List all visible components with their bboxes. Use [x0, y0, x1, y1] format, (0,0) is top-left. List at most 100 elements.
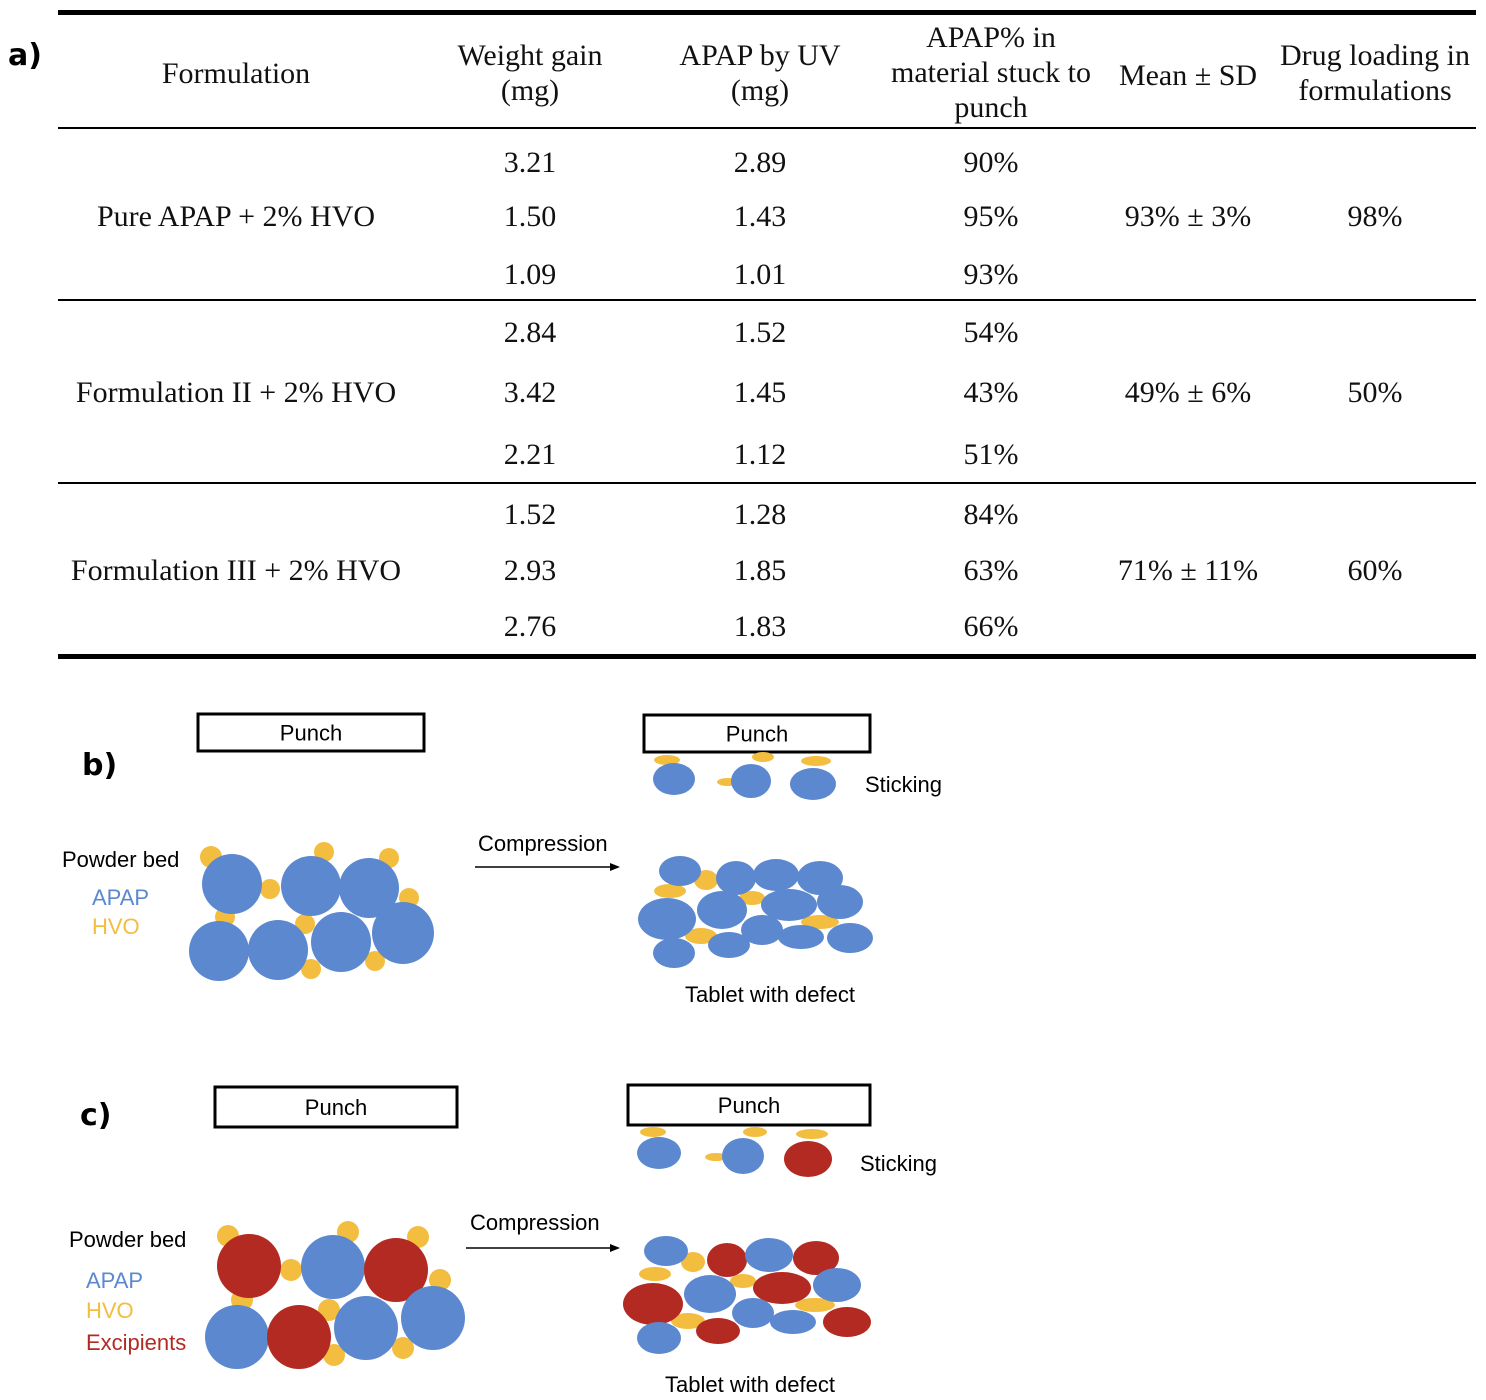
hvo-particle — [314, 842, 334, 862]
mean-sd-value: 71% ± 11% — [1117, 554, 1259, 587]
hvo-particle — [654, 884, 686, 898]
hvo-particle — [429, 1269, 451, 1291]
excipient-particle — [707, 1243, 747, 1277]
apap-particle — [732, 1298, 774, 1328]
apap-uv-value: 1.12 — [733, 438, 787, 471]
formulation-name: Pure APAP + 2% HVO — [96, 200, 376, 233]
apap-particle — [731, 764, 771, 798]
legend-hvo: HVO — [86, 1298, 134, 1323]
weight-gain-value: 1.52 — [503, 498, 557, 531]
hvo-particle — [743, 1127, 767, 1137]
apap-particle — [638, 898, 696, 940]
mean-sd-value: 49% ± 6% — [1124, 376, 1252, 409]
apap-uv-value: 1.85 — [733, 554, 787, 587]
hvo-particle — [323, 1344, 345, 1366]
panel-c-label: c) — [80, 1098, 112, 1133]
apap-particle — [684, 1275, 736, 1313]
apap-particle — [637, 1137, 681, 1169]
compression-label: Compression — [478, 831, 608, 856]
header-apap-pct: APAP% in material stuck to punch — [891, 21, 1091, 124]
header-mean-sd: Mean ± SD — [1118, 59, 1258, 92]
hvo-particle — [685, 928, 717, 944]
table-bottom-rule — [58, 654, 1476, 659]
apap-pct-value: 95% — [963, 200, 1019, 233]
legend-excipients: Excipients — [86, 1330, 186, 1355]
hvo-particle — [654, 755, 680, 765]
apap-particle — [311, 912, 371, 972]
sticking-label: Sticking — [865, 772, 942, 797]
drug-loading-value: 60% — [1347, 554, 1403, 587]
punch-label: Punch — [280, 721, 342, 746]
excipient-particle — [793, 1241, 839, 1275]
formulation-name: Formulation III + 2% HVO — [70, 554, 402, 587]
apap-particle — [761, 889, 817, 921]
apap-uv-value: 2.89 — [733, 146, 787, 179]
apap-particle — [741, 915, 783, 945]
hvo-particle — [671, 1313, 705, 1329]
header-drug-loading: Drug loading in formulations — [1280, 39, 1470, 107]
powder-bed-label: Powder bed — [62, 847, 179, 872]
apap-uv-value: 1.43 — [733, 200, 787, 233]
tablet-label: Tablet with defect — [685, 982, 855, 1007]
apap-particle — [205, 1305, 269, 1369]
excipient-particle — [784, 1141, 832, 1177]
hvo-particle — [407, 1226, 429, 1248]
apap-particle — [753, 859, 799, 891]
apap-particle — [301, 1235, 365, 1299]
apap-particle — [813, 1268, 861, 1302]
excipient-particle — [217, 1234, 281, 1298]
apap-particle — [817, 885, 863, 919]
excipient-particle — [696, 1318, 740, 1344]
apap-particle — [708, 932, 750, 958]
apap-particle — [281, 856, 341, 916]
punch-box — [626, 1083, 872, 1127]
hvo-particle — [295, 914, 315, 934]
hvo-particle — [640, 1127, 666, 1137]
apap-pct-value: 90% — [963, 146, 1019, 179]
weight-gain-value: 2.93 — [503, 554, 557, 587]
apap-particle — [637, 1322, 681, 1354]
hvo-particle — [795, 1298, 835, 1312]
apap-particle — [790, 768, 836, 800]
apap-pct-value: 54% — [963, 316, 1019, 349]
excipient-particle — [364, 1238, 428, 1302]
drug-loading-value: 98% — [1347, 200, 1403, 233]
hvo-particle — [681, 1252, 705, 1272]
apap-uv-value: 1.52 — [733, 316, 787, 349]
panel-b-label: b) — [82, 748, 118, 783]
hvo-particle — [260, 879, 280, 899]
apap-particle — [716, 861, 756, 895]
hvo-particle — [752, 752, 774, 762]
apap-particle — [189, 921, 249, 981]
apap-pct-value: 43% — [963, 376, 1019, 409]
mean-sd-value: 93% ± 3% — [1124, 200, 1252, 233]
apap-particle — [659, 856, 701, 886]
hvo-particle — [730, 1274, 756, 1288]
apap-particle — [334, 1296, 398, 1360]
weight-gain-value: 3.21 — [503, 146, 557, 179]
apap-particle — [401, 1286, 465, 1350]
weight-gain-value: 1.50 — [503, 200, 557, 233]
apap-pct-value: 66% — [963, 610, 1019, 643]
table-group-rule-2 — [58, 482, 1476, 484]
powder-bed-label: Powder bed — [69, 1227, 186, 1252]
hvo-particle — [639, 1267, 671, 1281]
apap-uv-value: 1.01 — [733, 258, 787, 291]
hvo-particle — [280, 1259, 302, 1281]
apap-particle — [745, 1238, 793, 1272]
compression-label: Compression — [470, 1210, 600, 1235]
punch-box — [196, 712, 426, 753]
apap-particle — [248, 920, 308, 980]
apap-particle — [653, 763, 695, 795]
hvo-particle — [392, 1337, 414, 1359]
apap-particle — [372, 902, 434, 964]
formulation-name: Formulation II + 2% HVO — [75, 376, 397, 409]
apap-particle — [339, 858, 399, 918]
table-top-rule — [58, 10, 1476, 15]
apap-particle — [202, 854, 262, 914]
apap-pct-value: 51% — [963, 438, 1019, 471]
legend-hvo: HVO — [92, 914, 140, 939]
hvo-particle — [318, 1299, 340, 1321]
hvo-particle — [301, 959, 321, 979]
weight-gain-value: 1.09 — [503, 258, 557, 291]
